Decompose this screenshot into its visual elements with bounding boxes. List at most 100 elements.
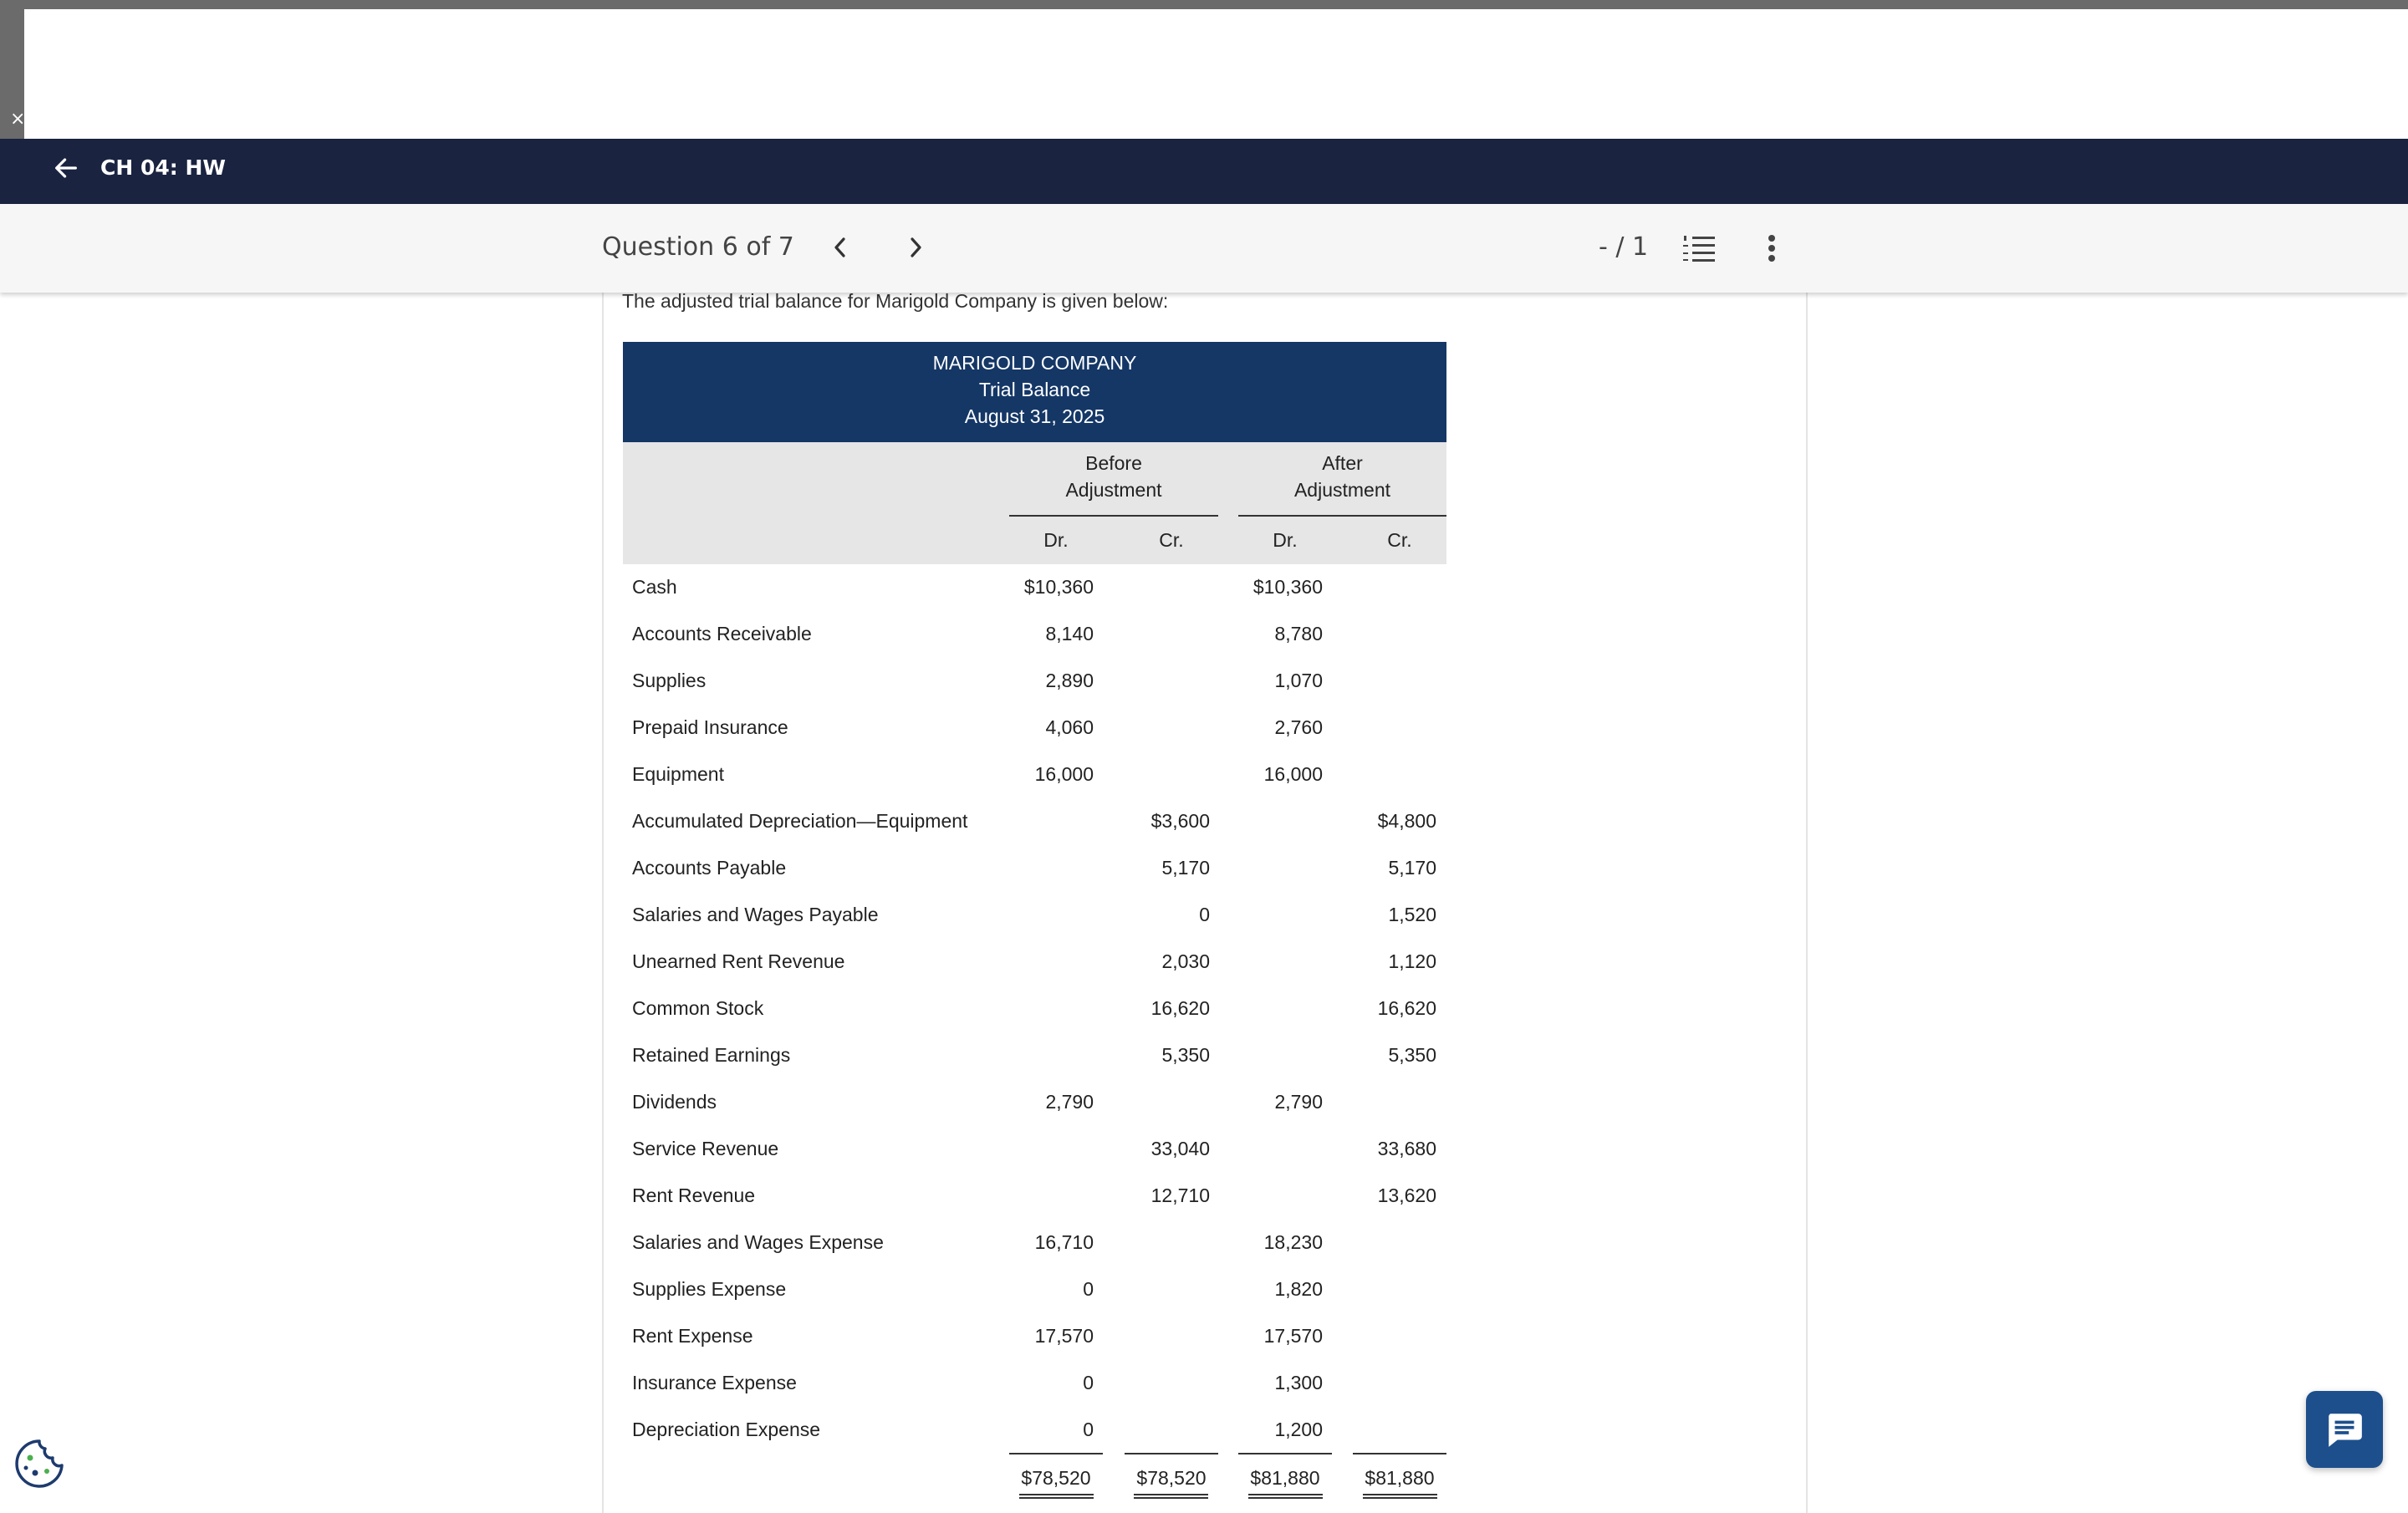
after-cr-cell: 33,680	[1377, 1138, 1436, 1159]
before-dr-cell: 2,790	[1045, 1091, 1094, 1113]
account-name: Supplies	[632, 670, 707, 691]
cookie-icon	[15, 1439, 64, 1488]
after-adjustment-rule	[1238, 515, 1446, 517]
after-dr-cell: 18,230	[1263, 1231, 1323, 1253]
after-cr-cell: 16,620	[1377, 997, 1436, 1019]
before-dr-cell: 0	[1083, 1278, 1094, 1300]
before-dr-cell: 0	[1083, 1372, 1094, 1393]
table-row: Supplies Expense 0 1,820	[623, 1266, 1446, 1312]
before-dr-cell: 16,710	[1034, 1231, 1094, 1253]
company-name: MARIGOLD COMPANY	[932, 352, 1137, 374]
table-row: Salaries and Wages Payable 0 1,520	[623, 891, 1446, 938]
chat-bubble-icon	[2329, 1414, 2362, 1447]
table-row: Service Revenue 33,040 33,680	[623, 1125, 1446, 1172]
previous-question-button[interactable]	[828, 232, 853, 262]
before-dr-cell: $10,360	[1023, 576, 1094, 598]
table-row: Rent Revenue 12,710 13,620	[623, 1172, 1446, 1219]
table-row: Supplies 2,890 1,070	[623, 657, 1446, 704]
question-intro: The adjusted trial balance for Marigold …	[622, 290, 1169, 312]
after-dr-cell: 1,070	[1274, 670, 1323, 691]
table-row: Accounts Payable 5,170 5,170	[623, 844, 1446, 891]
account-name: Salaries and Wages Expense	[632, 1231, 884, 1253]
table-row: Retained Earnings 5,350 5,350	[623, 1032, 1446, 1078]
total-after-dr: $81,880	[1250, 1467, 1320, 1489]
window-side-bar: ×	[0, 9, 26, 139]
table-row: Salaries and Wages Expense 16,710 18,230	[623, 1219, 1446, 1266]
account-name: Accounts Receivable	[632, 623, 812, 644]
after-dr-cell: $10,360	[1252, 576, 1323, 598]
total-before-dr: $78,520	[1021, 1467, 1091, 1489]
next-question-button[interactable]	[903, 232, 928, 262]
account-name: Supplies Expense	[632, 1278, 787, 1300]
before-cr-cell: 5,170	[1161, 857, 1210, 879]
table-row: Rent Expense 17,570 17,570	[623, 1312, 1446, 1359]
question-bar	[0, 204, 2408, 293]
table-row: Common Stock 16,620 16,620	[623, 985, 1446, 1032]
before-dr-header: Dr.	[1043, 529, 1069, 551]
account-name: Equipment	[632, 763, 724, 785]
after-dr-cell: 17,570	[1263, 1325, 1323, 1347]
before-cr-cell: 33,040	[1150, 1138, 1210, 1159]
table-row: Accounts Receivable 8,140 8,780	[623, 610, 1446, 657]
table-row: Prepaid Insurance 4,060 2,760	[623, 704, 1446, 751]
after-adjustment-line2: Adjustment	[1293, 479, 1391, 501]
before-dr-cell: 4,060	[1045, 716, 1094, 738]
after-cr-cell: $4,800	[1377, 810, 1436, 832]
after-dr-cell: 1,820	[1274, 1278, 1323, 1300]
chat-button[interactable]	[2306, 1391, 2383, 1468]
account-name: Accounts Payable	[632, 857, 787, 879]
table-row: Equipment 16,000 16,000	[623, 751, 1446, 797]
table-row: Depreciation Expense 0 1,200	[623, 1406, 1446, 1453]
more-options-button[interactable]	[1759, 232, 1784, 264]
back-button[interactable]	[47, 149, 85, 187]
before-dr-double-rule	[1019, 1494, 1094, 1499]
after-dr-cell: 1,300	[1274, 1372, 1323, 1393]
before-cr-cell: $3,600	[1150, 810, 1210, 832]
account-name: Cash	[632, 576, 677, 598]
before-dr-cell: 2,890	[1045, 670, 1094, 691]
after-cr-cell: 5,350	[1388, 1044, 1436, 1066]
before-adjustment-rule	[1009, 515, 1218, 517]
cookie-settings-button[interactable]	[13, 1438, 65, 1490]
before-dr-sum-rule	[1009, 1453, 1103, 1454]
account-name: Accumulated Depreciation—Equipment	[632, 810, 968, 832]
assignment-title: CH 04: HW	[100, 155, 226, 180]
account-name: Prepaid Insurance	[632, 716, 788, 738]
after-cr-cell: 13,620	[1377, 1184, 1436, 1206]
before-cr-cell: 0	[1199, 904, 1210, 925]
after-dr-cell: 2,760	[1274, 716, 1323, 738]
statement-date: August 31, 2025	[964, 405, 1105, 427]
account-name: Service Revenue	[632, 1138, 779, 1159]
top-banner	[24, 9, 2408, 139]
total-after-cr: $81,880	[1365, 1467, 1435, 1489]
column-header	[623, 442, 1446, 564]
account-name: Dividends	[632, 1091, 717, 1113]
trial-balance-header: MARIGOLD COMPANY Trial Balance August 31…	[623, 342, 1446, 442]
before-dr-cell: 16,000	[1034, 763, 1094, 785]
after-dr-cell: 2,790	[1274, 1091, 1323, 1113]
after-cr-cell: 1,520	[1388, 904, 1436, 925]
chevron-left-icon	[834, 237, 845, 257]
account-name: Rent Expense	[632, 1325, 753, 1347]
account-name: Retained Earnings	[632, 1044, 791, 1066]
close-icon[interactable]: ×	[10, 109, 26, 130]
question-list-button[interactable]	[1682, 234, 1716, 262]
account-name: Insurance Expense	[632, 1372, 797, 1393]
account-name: Rent Revenue	[632, 1184, 756, 1206]
arrow-left-icon	[55, 158, 77, 178]
statement-title: Trial Balance	[978, 379, 1091, 400]
before-adjustment-header: Before Adjustment	[1009, 450, 1218, 503]
table-row: Cash $10,360 $10,360	[623, 563, 1446, 610]
after-dr-double-rule	[1248, 1494, 1323, 1499]
after-dr-cell: 8,780	[1274, 623, 1323, 644]
more-vertical-icon	[1768, 235, 1775, 262]
before-cr-cell: 2,030	[1161, 950, 1210, 972]
account-name: Depreciation Expense	[632, 1419, 821, 1440]
after-cr-double-rule	[1363, 1494, 1437, 1499]
before-dr-cell: 17,570	[1034, 1325, 1094, 1347]
after-dr-cell: 16,000	[1263, 763, 1323, 785]
account-name: Common Stock	[632, 997, 764, 1019]
before-cr-cell: 12,710	[1150, 1184, 1210, 1206]
table-row: Accumulated Depreciation—Equipment $3,600…	[623, 797, 1446, 844]
after-cr-sum-rule	[1353, 1453, 1446, 1454]
